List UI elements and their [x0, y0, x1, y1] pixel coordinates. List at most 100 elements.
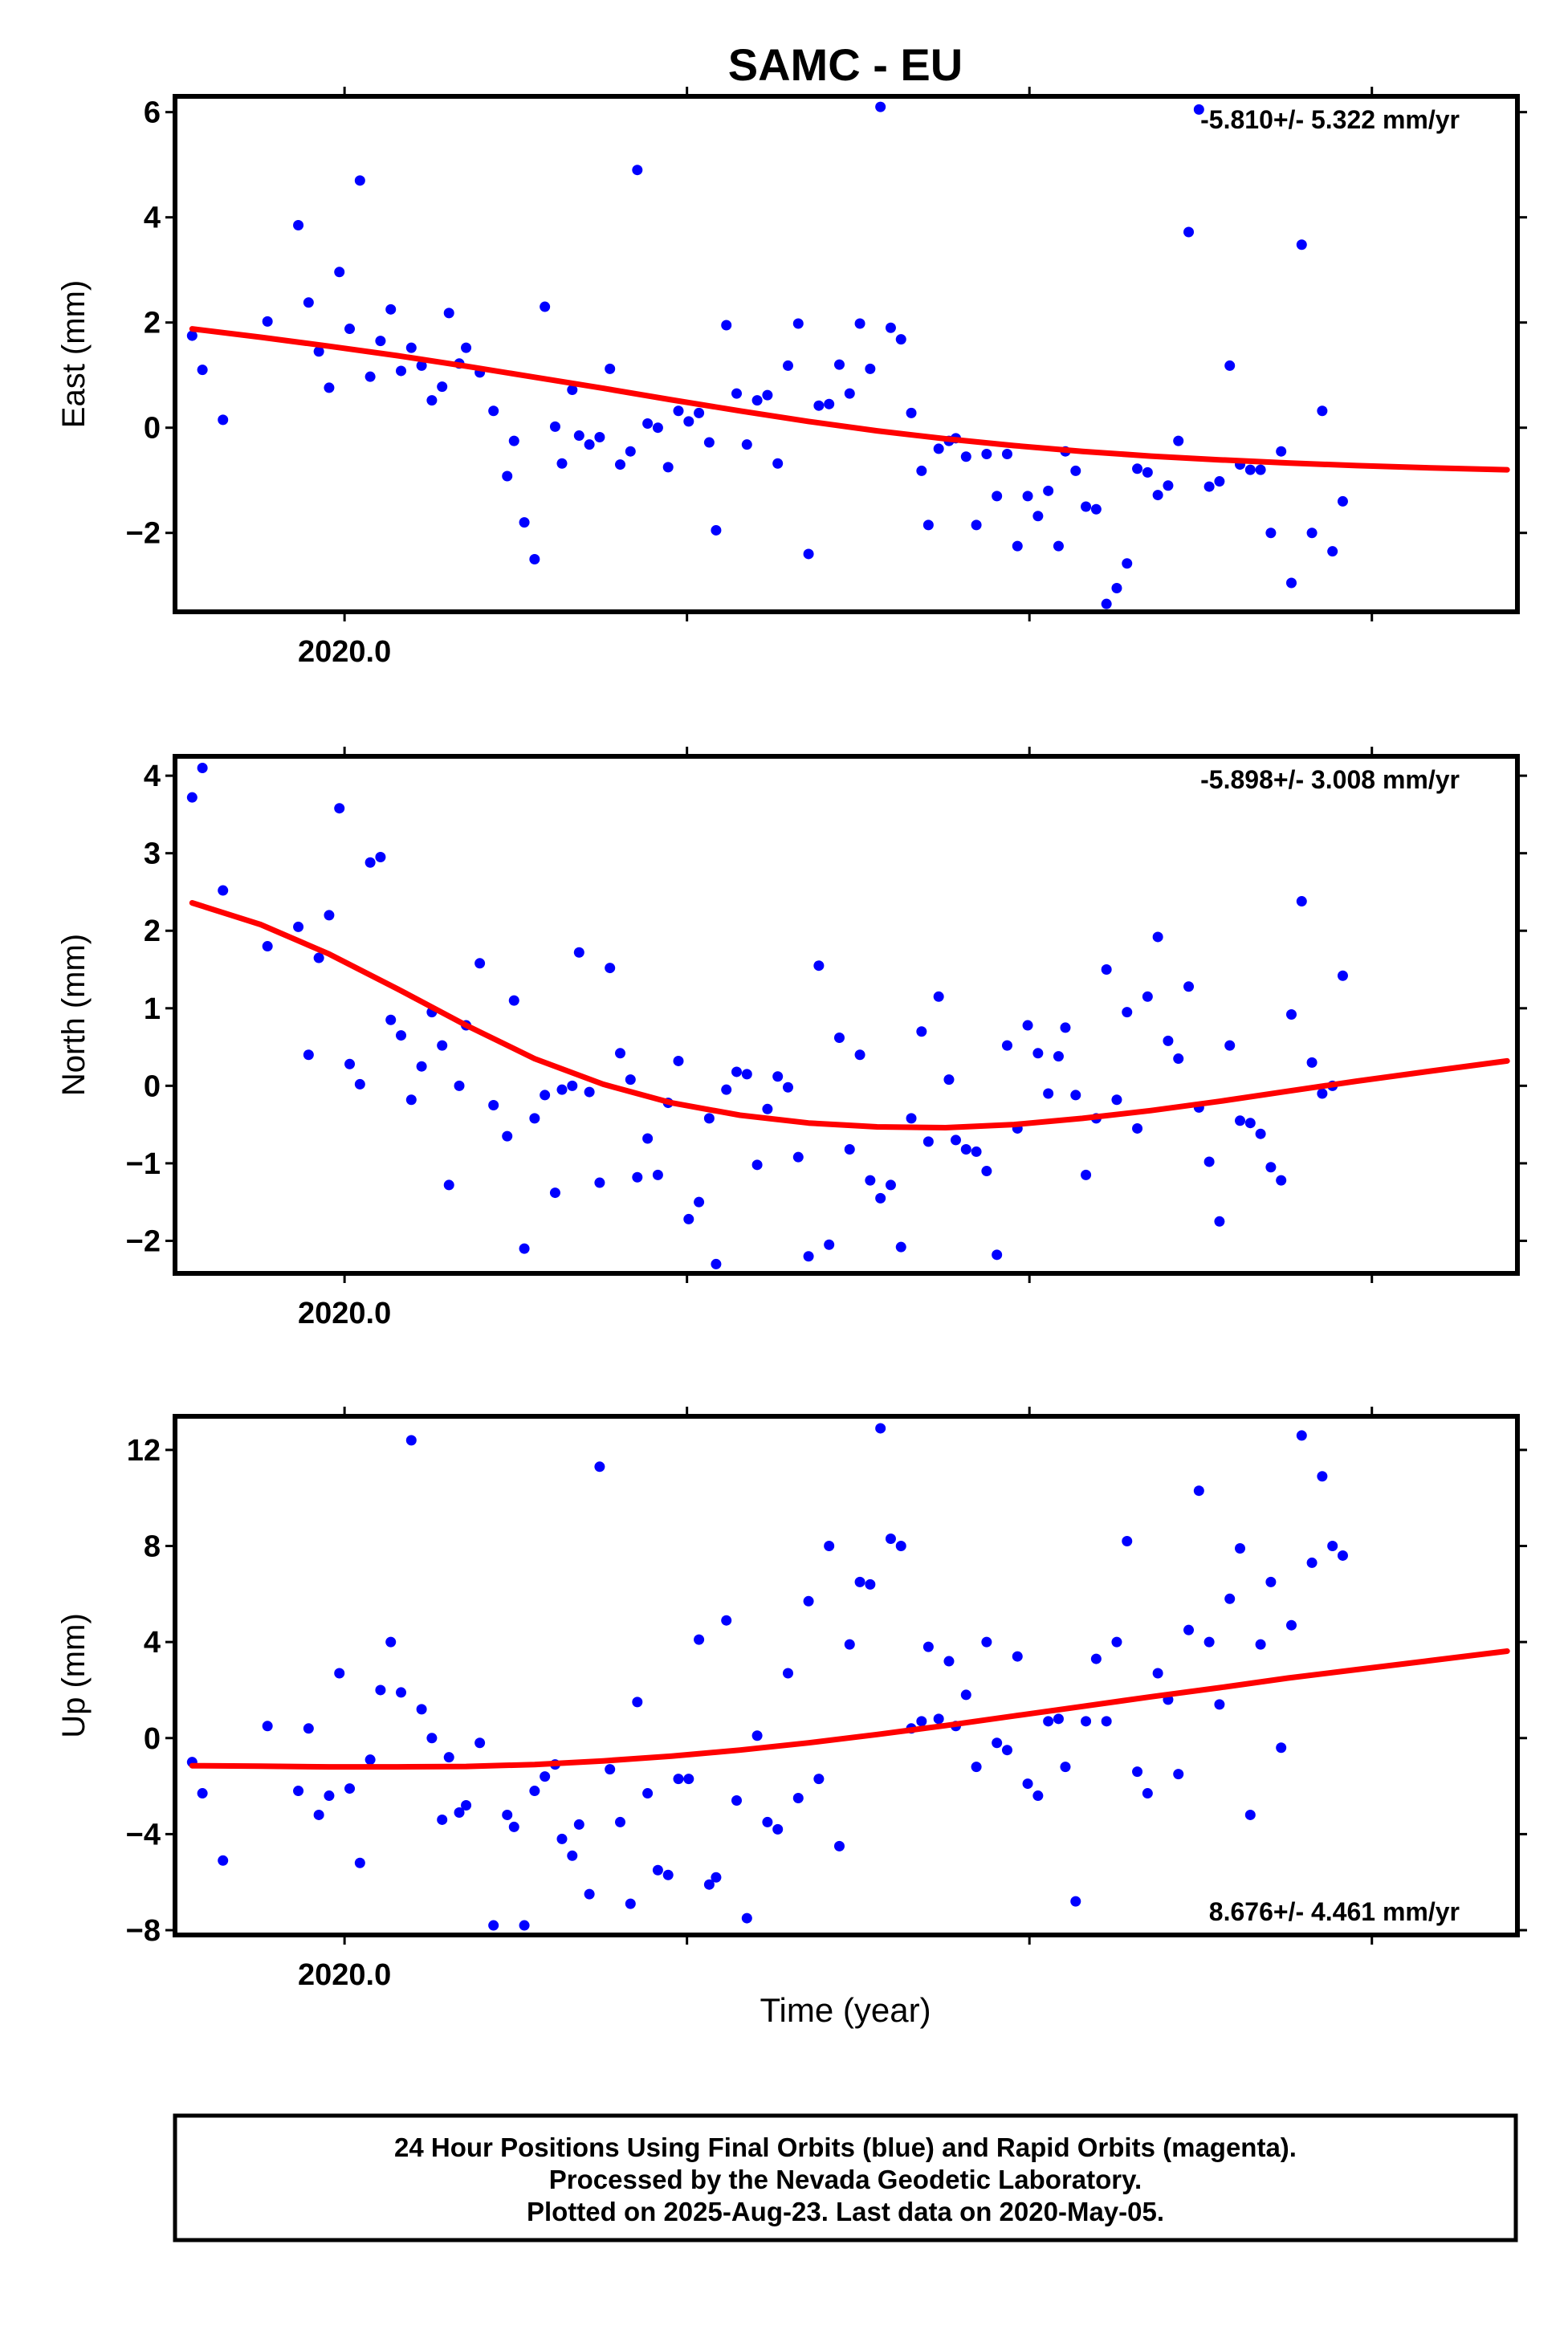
east-data-point [556, 458, 567, 469]
east-data-point [461, 343, 471, 353]
east-data-point [1002, 449, 1012, 459]
east-data-point [1276, 446, 1286, 457]
north-data-point [1399, 0, 1410, 6]
east-data-point [1173, 436, 1183, 446]
north-data-point [632, 1172, 642, 1183]
north-data-point [1102, 964, 1112, 975]
north-data-point [488, 1100, 499, 1110]
up-data-point [426, 1733, 437, 1743]
up-data-point [1081, 1716, 1091, 1726]
east-data-point [406, 343, 417, 353]
up-data-point [314, 1810, 324, 1820]
east-data-point [444, 308, 454, 318]
up-data-point [1461, 0, 1472, 6]
east-data-point [1053, 541, 1064, 552]
up-data-point [1399, 0, 1410, 6]
north-data-point [1430, 0, 1440, 6]
up-data-point [594, 1461, 605, 1472]
east-data-point [365, 372, 376, 382]
up-data-point [417, 1704, 427, 1714]
up-ytick-label: 4 [144, 1626, 161, 1660]
east-data-point [488, 405, 499, 416]
east-data-point [1032, 511, 1043, 521]
up-data-point [1183, 1625, 1194, 1635]
north-data-point [772, 1071, 783, 1081]
east-data-point [519, 517, 530, 528]
north-data-point [444, 1179, 454, 1190]
north-data-point [934, 992, 944, 1002]
north-data-point [1276, 1175, 1286, 1186]
east-ytick-label: 6 [144, 96, 161, 130]
north-data-point [951, 1134, 961, 1145]
up-ytick-label: −8 [126, 1914, 161, 1948]
up-data-point [1492, 0, 1502, 6]
east-data-point [1265, 528, 1276, 538]
east-data-point [574, 430, 584, 441]
up-data-point [1142, 1788, 1153, 1798]
north-data-point [1265, 1162, 1276, 1172]
east-data-point [594, 432, 605, 442]
north-data-point [742, 1069, 752, 1079]
up-points [187, 0, 1513, 1931]
east-data-point [1502, 0, 1513, 6]
north-data-point [437, 1041, 447, 1051]
east-data-point [934, 443, 944, 454]
north-data-point [1183, 981, 1194, 992]
east-data-point [1122, 558, 1132, 568]
north-data-point [916, 1026, 927, 1037]
east-data-point [263, 316, 273, 327]
north-data-point [198, 763, 208, 773]
up-data-point [461, 1800, 471, 1811]
north-data-point [502, 1131, 512, 1142]
east-data-point [1043, 486, 1053, 496]
east-data-point [855, 319, 865, 329]
north-data-point [1502, 0, 1513, 6]
north-data-point [875, 1193, 886, 1204]
north-data-point [721, 1085, 731, 1095]
east-data-point [865, 364, 875, 374]
east-data-point [625, 446, 636, 457]
north-data-point [556, 1085, 567, 1095]
north-data-point [961, 1144, 971, 1155]
up-data-point [1023, 1778, 1033, 1789]
north-data-point [550, 1187, 560, 1198]
east-data-point [293, 220, 303, 230]
north-data-point [1410, 0, 1420, 6]
up-data-point [961, 1689, 971, 1700]
up-data-point [1307, 1558, 1318, 1568]
north-data-point [540, 1090, 550, 1100]
east-data-point [344, 324, 355, 334]
footer-box: 24 Hour Positions Using Final Orbits (bl… [175, 2116, 1516, 2240]
east-data-point [1163, 480, 1173, 491]
north-data-point [365, 857, 376, 868]
north-data-point [1297, 896, 1307, 906]
east-data-point [711, 525, 721, 536]
up-data-point [1327, 1541, 1338, 1551]
north-data-point [594, 1178, 605, 1188]
north-data-point [642, 1134, 653, 1144]
north-plot-frame [175, 756, 1517, 1273]
north-ytick-label: 1 [144, 992, 161, 1026]
up-data-point [813, 1774, 824, 1784]
north-data-point [694, 1197, 704, 1208]
up-data-point [1070, 1896, 1081, 1907]
east-data-point [721, 320, 731, 330]
north-data-point [855, 1049, 865, 1060]
north-data-point [752, 1159, 763, 1170]
up-data-point [198, 1788, 208, 1798]
north-data-point [1214, 1216, 1224, 1227]
north-data-point [1368, 0, 1379, 6]
east-data-point [1204, 482, 1215, 492]
east-data-point [742, 439, 752, 450]
up-data-point [324, 1790, 334, 1801]
east-data-point [1070, 466, 1081, 476]
up-data-point [519, 1921, 530, 1931]
east-data-point [1012, 541, 1023, 552]
up-data-point [375, 1684, 385, 1695]
north-data-point [574, 947, 584, 958]
east-data-point [529, 554, 540, 564]
east-data-point [502, 470, 512, 481]
north-data-point [417, 1061, 427, 1072]
east-data-point [916, 466, 927, 476]
north-data-point [653, 1170, 663, 1180]
